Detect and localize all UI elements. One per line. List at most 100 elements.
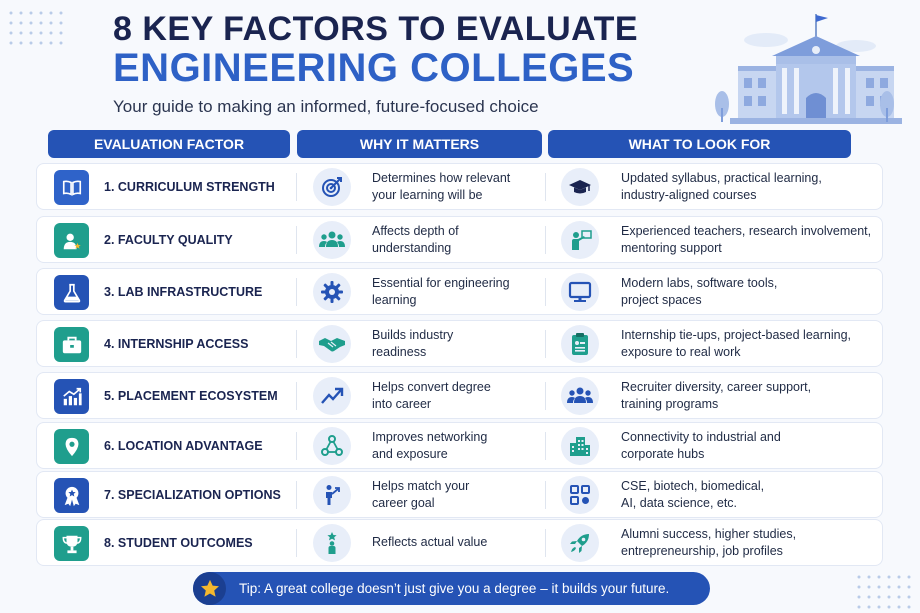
table-row: 6. LOCATION ADVANTAGE Improves networkin… bbox=[36, 422, 883, 469]
look-text: Experienced teachers, research involveme… bbox=[621, 217, 883, 262]
look-text: Updated syllabus, practical learning, ind… bbox=[621, 164, 883, 209]
trophy-icon bbox=[54, 526, 89, 561]
achiever-icon bbox=[313, 524, 351, 562]
people-group-icon bbox=[313, 221, 351, 259]
why-line: into career bbox=[372, 396, 432, 411]
why-text: Helps match your career goal bbox=[372, 472, 542, 517]
table-row: 5. PLACEMENT ECOSYSTEM Helps convert deg… bbox=[36, 372, 883, 419]
factor-label: 2. FACULTY QUALITY bbox=[104, 232, 233, 247]
page-title-line2: ENGINEERING COLLEGES bbox=[113, 46, 635, 90]
look-line: entrepreneurship, job profiles bbox=[621, 543, 783, 558]
divider bbox=[296, 226, 297, 254]
why-line: readiness bbox=[372, 344, 427, 359]
why-text: Builds industry readiness bbox=[372, 321, 542, 366]
divider bbox=[296, 173, 297, 201]
page-title-line1: 8 KEY FACTORS TO EVALUATE bbox=[113, 10, 639, 48]
why-line: and exposure bbox=[372, 446, 448, 461]
look-text: CSE, biotech, biomedical, AI, data scienc… bbox=[621, 472, 883, 517]
why-line: Reflects actual value bbox=[372, 535, 488, 549]
why-text: Improves networking and exposure bbox=[372, 423, 542, 468]
look-text: Modern labs, software tools, project spac… bbox=[621, 269, 883, 314]
why-text: Affects depth of understanding bbox=[372, 217, 542, 262]
gear-icon bbox=[313, 273, 351, 311]
look-line: Modern labs, software tools, bbox=[621, 275, 778, 290]
why-line: learning bbox=[372, 292, 417, 307]
look-line: Updated syllabus, practical learning, bbox=[621, 170, 822, 185]
flask-icon bbox=[54, 275, 89, 310]
presenter-icon bbox=[561, 221, 599, 259]
divider bbox=[545, 226, 546, 254]
grid-options-icon bbox=[561, 476, 599, 514]
look-text: Connectivity to industrial and corporate … bbox=[621, 423, 883, 468]
buildings-icon bbox=[561, 427, 599, 465]
look-text: Internship tie-ups, project-based learni… bbox=[621, 321, 883, 366]
look-line: exposure to real work bbox=[621, 344, 741, 359]
network-icon bbox=[313, 427, 351, 465]
divider bbox=[296, 481, 297, 509]
factor-label: 5. PLACEMENT ECOSYSTEM bbox=[104, 388, 278, 403]
table-row: 3. LAB INFRASTRUCTURE Essential for engi… bbox=[36, 268, 883, 315]
why-line: Essential for engineering bbox=[372, 275, 510, 290]
divider bbox=[545, 432, 546, 460]
table-row: 2. FACULTY QUALITY Affects depth of under… bbox=[36, 216, 883, 263]
why-line: Determines how relevant bbox=[372, 170, 511, 185]
table-row: 7. SPECIALIZATION OPTIONS Helps match yo… bbox=[36, 471, 883, 518]
divider bbox=[545, 173, 546, 201]
star-icon bbox=[193, 572, 226, 605]
table-row: 1. CURRICULUM STRENGTH Determines how re… bbox=[36, 163, 883, 210]
why-line: Builds industry bbox=[372, 327, 454, 342]
person-goal-icon bbox=[313, 476, 351, 514]
look-line: industry-aligned courses bbox=[621, 187, 757, 202]
why-line: Helps match your bbox=[372, 478, 470, 493]
tip-text: Tip: A great college doesn’t just give y… bbox=[239, 581, 670, 596]
page-subtitle: Your guide to making an informed, future… bbox=[113, 97, 539, 116]
dot-pattern-top-left bbox=[8, 10, 68, 57]
why-text: Determines how relevant your learning wil… bbox=[372, 164, 542, 209]
look-line: project spaces bbox=[621, 292, 702, 307]
why-text: Reflects actual value bbox=[372, 520, 542, 565]
why-line: Affects depth of bbox=[372, 223, 459, 238]
factor-label: 6. LOCATION ADVANTAGE bbox=[104, 438, 263, 453]
why-text: Helps convert degree into career bbox=[372, 373, 542, 418]
divider bbox=[296, 278, 297, 306]
users-icon bbox=[561, 377, 599, 415]
why-line: career goal bbox=[372, 495, 435, 510]
factor-label: 8. STUDENT OUTCOMES bbox=[104, 535, 253, 550]
briefcase-icon bbox=[54, 327, 89, 362]
look-text: Recruiter diversity, career support, trai… bbox=[621, 373, 883, 418]
look-line: mentoring support bbox=[621, 240, 722, 255]
teacher-icon bbox=[54, 223, 89, 258]
tip-banner: Tip: A great college doesn’t just give y… bbox=[193, 572, 710, 605]
look-line: CSE, biotech, biomedical, bbox=[621, 478, 765, 493]
target-icon bbox=[313, 168, 351, 206]
look-line: Recruiter diversity, career support, bbox=[621, 379, 812, 394]
column-header-look: WHAT TO LOOK FOR bbox=[548, 130, 851, 158]
trend-arrow-icon bbox=[313, 377, 351, 415]
look-line: Experienced teachers, research involveme… bbox=[621, 223, 872, 238]
factor-label: 1. CURRICULUM STRENGTH bbox=[104, 179, 275, 194]
divider bbox=[296, 382, 297, 410]
monitor-icon bbox=[561, 273, 599, 311]
why-line: your learning will be bbox=[372, 187, 483, 202]
factor-label: 4. INTERNSHIP ACCESS bbox=[104, 336, 249, 351]
why-line: Improves networking bbox=[372, 429, 488, 444]
divider bbox=[545, 382, 546, 410]
clipboard-icon bbox=[561, 325, 599, 363]
college-building-illustration bbox=[706, 12, 902, 133]
look-line: Alumni success, higher studies, bbox=[621, 526, 797, 541]
map-pin-icon bbox=[54, 429, 89, 464]
table-row: 8. STUDENT OUTCOMES Reflects actual valu… bbox=[36, 519, 883, 566]
look-line: Internship tie-ups, project-based learni… bbox=[621, 327, 851, 342]
why-line: Helps convert degree bbox=[372, 379, 491, 394]
look-line: training programs bbox=[621, 396, 719, 411]
column-header-factor: EVALUATION FACTOR bbox=[48, 130, 290, 158]
graduation-cap-icon bbox=[561, 168, 599, 206]
column-header-why: WHY IT MATTERS bbox=[297, 130, 542, 158]
factor-label: 7. SPECIALIZATION OPTIONS bbox=[104, 487, 281, 502]
factor-label: 3. LAB INFRASTRUCTURE bbox=[104, 284, 263, 299]
look-line: corporate hubs bbox=[621, 446, 705, 461]
why-line: understanding bbox=[372, 240, 452, 255]
look-line: AI, data science, etc. bbox=[621, 495, 738, 510]
look-text: Alumni success, higher studies, entrepren… bbox=[621, 520, 883, 565]
award-badge-icon bbox=[54, 478, 89, 513]
